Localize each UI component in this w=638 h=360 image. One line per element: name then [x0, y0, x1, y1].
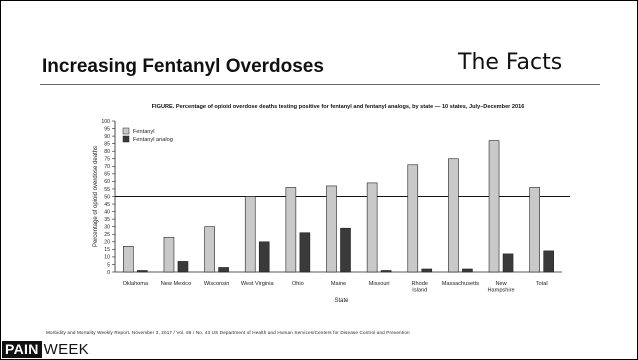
y-tick-label-10: 10	[104, 255, 110, 261]
y-tick-label-50: 50	[104, 194, 110, 200]
bar-fentanyl-west-virginia	[244, 196, 256, 273]
bar-fentanyl-analog-new-mexico	[177, 261, 189, 273]
legend-swatch-fentanyl-analog	[122, 135, 130, 143]
logo-week-text: WEEK	[43, 341, 89, 358]
y-tick-label-80: 80	[104, 149, 110, 155]
x-tick-label-maine: Maine	[331, 281, 346, 287]
legend-label-fentanyl-analog: Fentanyl analog	[133, 137, 173, 143]
y-tick-label-75: 75	[104, 157, 110, 163]
x-axis-label: State	[334, 298, 349, 304]
bar-fentanyl-analog-total	[543, 250, 554, 273]
legend-label-fentanyl: Fentanyl	[133, 129, 154, 135]
bar-fentanyl-oklahoma	[123, 246, 134, 273]
y-tick-label-85: 85	[104, 141, 110, 147]
bar-fentanyl-maine	[326, 185, 337, 273]
chart-title: FIGURE. Percentage of opioid overdose de…	[152, 104, 525, 110]
x-tick-label-new-mexico: New Mexico	[161, 281, 191, 287]
bar-fentanyl-analog-ohio	[299, 232, 311, 273]
legend-swatch-fentanyl	[122, 127, 130, 135]
bar-fentanyl-analog-wisconsin	[218, 267, 229, 273]
bar-fentanyl-new-hampshire	[488, 140, 500, 273]
y-tick-label-15: 15	[104, 247, 110, 253]
y-tick-label-40: 40	[104, 209, 110, 215]
y-tick-label-30: 30	[104, 225, 110, 231]
x-tick-label-wisconsin: Wisconsin	[204, 281, 230, 287]
y-tick-label-55: 55	[104, 187, 110, 193]
x-tick-label-west-virginia: West Virginia	[241, 281, 275, 287]
bar-fentanyl-rhode-island	[407, 164, 419, 273]
y-tick-label-70: 70	[104, 164, 110, 170]
painweek-logo: PAIN WEEK	[2, 341, 89, 358]
y-tick-label-25: 25	[104, 232, 110, 238]
bar-fentanyl-massachusetts	[448, 158, 459, 273]
bar-fentanyl-ohio	[285, 187, 297, 273]
y-tick-label-20: 20	[104, 240, 110, 246]
x-tick-label-total: Total	[536, 281, 548, 287]
x-tick-label-missouri: Missouri	[369, 281, 390, 287]
slide-title: Increasing Fentanyl Overdoses	[42, 56, 324, 77]
y-tick-label-95: 95	[104, 126, 110, 132]
y-tick-label-5: 5	[107, 262, 110, 268]
slide-subtitle: The Facts	[458, 50, 563, 75]
bar-fentanyl-analog-new-hampshire	[502, 253, 514, 273]
x-tick-label-oklahoma: Oklahoma	[123, 281, 149, 287]
y-tick-label-90: 90	[104, 134, 110, 140]
title-divider	[40, 84, 600, 85]
bar-fentanyl-total	[529, 187, 540, 273]
y-axis-label: Percentage of opioid overdose deaths	[93, 146, 99, 247]
x-tick-label-new-hampshire: New Hampshire	[488, 281, 515, 294]
logo-pain-text: PAIN	[2, 341, 42, 358]
bar-fentanyl-wisconsin	[204, 226, 215, 273]
y-tick-label-100: 100	[101, 119, 110, 125]
bar-fentanyl-analog-oklahoma	[137, 270, 148, 273]
x-tick-label-massachusetts: Massachusetts	[442, 281, 480, 287]
bar-fentanyl-new-mexico	[163, 236, 175, 273]
bar-fentanyl-missouri	[366, 182, 378, 273]
y-tick-label-35: 35	[104, 217, 110, 223]
y-tick-label-60: 60	[104, 179, 110, 185]
x-tick-label-rhode-island: Rhode Island	[412, 281, 428, 294]
y-tick-label-45: 45	[104, 202, 110, 208]
bar-fentanyl-analog-rhode-island	[421, 268, 433, 273]
bar-fentanyl-analog-west-virginia	[258, 241, 270, 273]
y-tick-label-65: 65	[104, 172, 110, 178]
bar-fentanyl-analog-massachusetts	[462, 268, 473, 273]
bar-fentanyl-analog-missouri	[380, 270, 392, 273]
source-caption: Morbidity and Mortality Weekly Report. N…	[46, 330, 410, 335]
bar-fentanyl-analog-maine	[340, 227, 351, 273]
y-tick-label-0: 0	[107, 270, 110, 276]
x-tick-label-ohio: Ohio	[292, 281, 304, 287]
